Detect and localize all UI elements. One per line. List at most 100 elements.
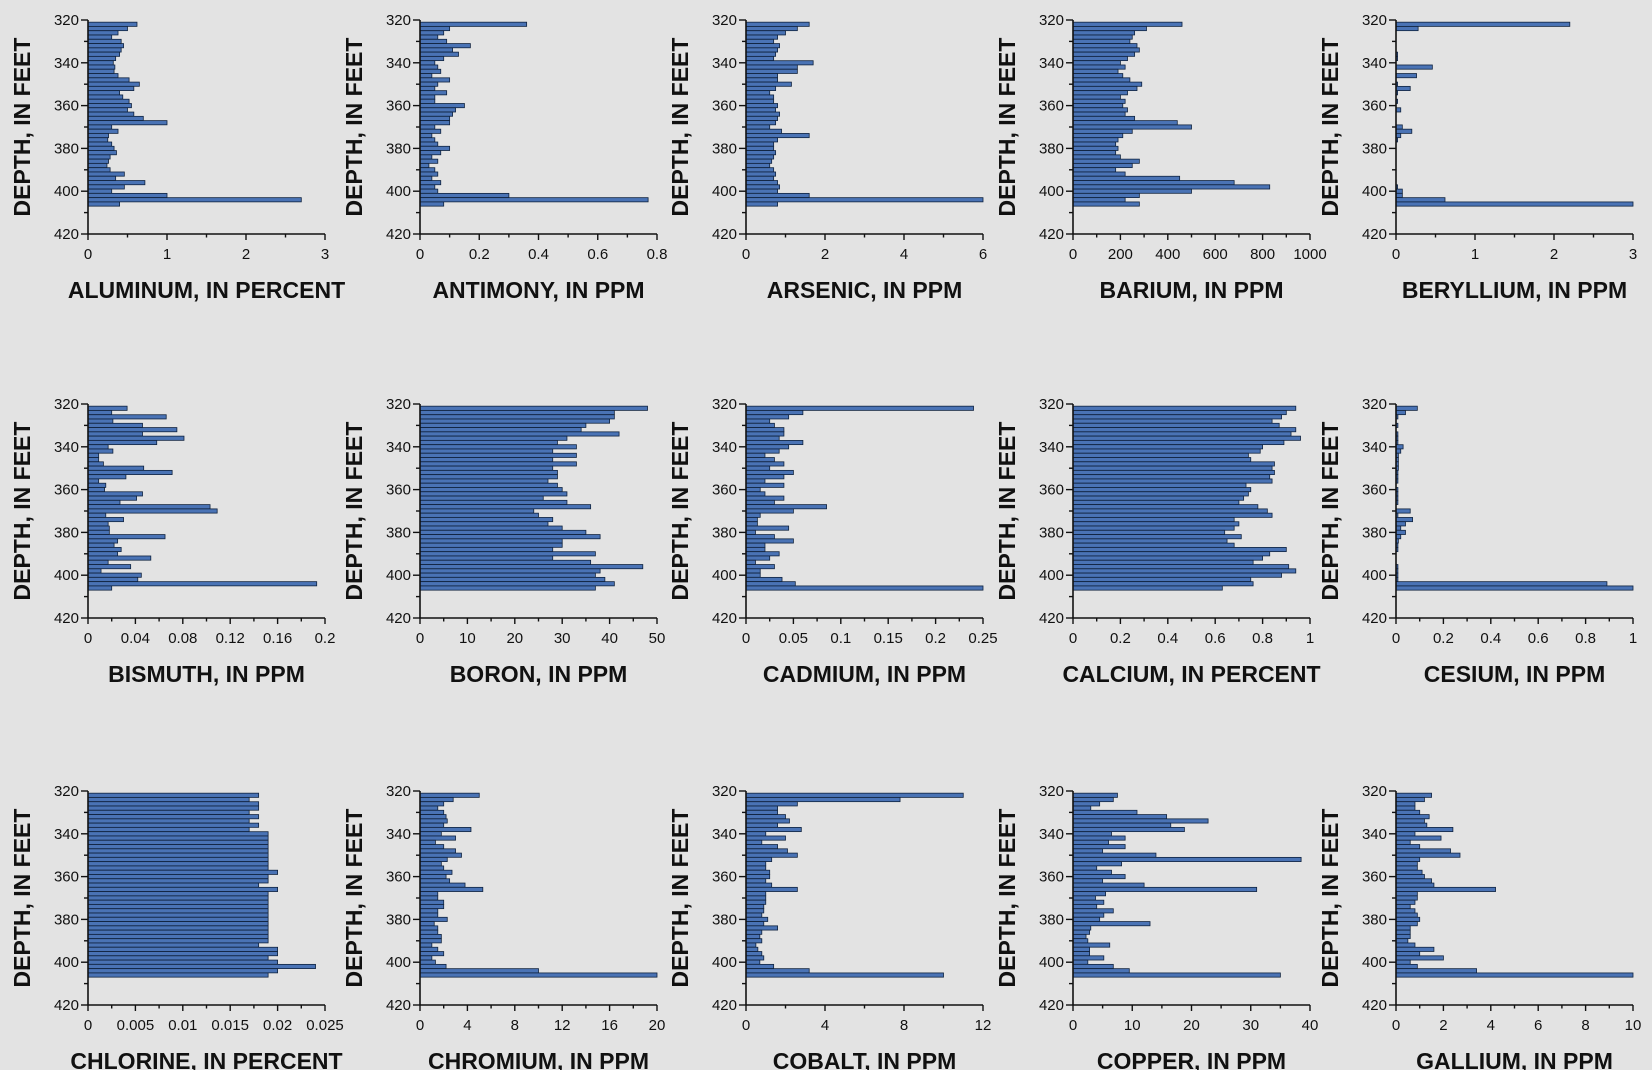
- bar: [1072, 968, 1130, 974]
- y-tick-label: 360: [386, 482, 411, 499]
- bar: [1072, 564, 1290, 570]
- y-axis-title: DEPTH, IN FEET: [9, 38, 35, 217]
- bar: [87, 809, 250, 815]
- x-tick-label: 200: [1108, 246, 1133, 263]
- bar: [87, 538, 119, 544]
- bar: [87, 581, 318, 587]
- bar: [87, 899, 269, 905]
- bar: [1395, 818, 1425, 824]
- bar: [419, 564, 644, 570]
- bar: [1395, 410, 1406, 416]
- bar: [745, 124, 771, 130]
- bar: [87, 534, 166, 540]
- bar: [87, 792, 260, 798]
- bar: [419, 201, 445, 207]
- bar: [745, 852, 798, 858]
- bar: [87, 547, 122, 553]
- x-tick-label: 0: [742, 1017, 750, 1034]
- bar: [1072, 525, 1235, 531]
- bar: [1072, 43, 1138, 49]
- bar: [419, 908, 439, 914]
- bar: [419, 508, 535, 514]
- bar: [745, 111, 780, 117]
- x-tick-label: 0: [742, 246, 750, 263]
- bar: [87, 422, 143, 428]
- bar: [745, 457, 775, 463]
- y-tick-label: 380: [386, 524, 411, 541]
- bar: [87, 525, 110, 531]
- bar: [419, 448, 554, 454]
- x-tick-label: 50: [649, 630, 666, 647]
- bar: [419, 197, 649, 203]
- bar: [1395, 938, 1409, 944]
- bar: [1395, 26, 1419, 32]
- bar: [87, 478, 100, 484]
- bar: [1395, 124, 1403, 130]
- bar: [1072, 115, 1136, 121]
- bar: [745, 431, 785, 437]
- x-tick-label: 6: [1534, 1017, 1542, 1034]
- bar: [745, 555, 771, 561]
- bar: [1395, 925, 1411, 931]
- bar: [87, 73, 119, 79]
- x-axis-title: ANTIMONY, IN PPM: [432, 277, 644, 303]
- bar: [745, 478, 766, 484]
- bar: [1072, 559, 1254, 565]
- bar: [87, 38, 122, 44]
- bar: [419, 38, 448, 44]
- y-tick-label: 420: [1039, 610, 1064, 627]
- bar: [1395, 942, 1416, 948]
- bar: [1072, 547, 1287, 553]
- bar: [87, 128, 119, 134]
- y-tick-label: 320: [386, 783, 411, 800]
- bar: [87, 521, 109, 527]
- bar: [1072, 916, 1101, 922]
- bar: [87, 431, 143, 437]
- y-tick-label: 360: [1362, 98, 1387, 115]
- x-tick-label: 1: [1306, 630, 1314, 647]
- bar: [419, 938, 442, 944]
- y-tick-label: 360: [1039, 482, 1064, 499]
- bar: [87, 435, 185, 441]
- bar: [87, 56, 117, 62]
- bar: [87, 517, 124, 523]
- bar: [419, 167, 436, 173]
- y-tick-label: 320: [1039, 396, 1064, 413]
- bar: [1072, 478, 1273, 484]
- bar: [1072, 822, 1172, 828]
- y-tick-label: 320: [1039, 783, 1064, 800]
- bar: [745, 68, 798, 74]
- y-tick-label: 420: [386, 610, 411, 627]
- bar: [1072, 555, 1264, 561]
- bar: [745, 405, 974, 411]
- y-tick-label: 420: [1362, 226, 1387, 243]
- bar: [419, 891, 439, 897]
- x-tick-label: 20: [649, 1017, 666, 1034]
- bar: [745, 942, 757, 948]
- x-tick-label: 20: [506, 630, 523, 647]
- bar: [1395, 916, 1421, 922]
- bar: [1072, 197, 1126, 203]
- bar: [1072, 972, 1281, 978]
- bar: [745, 801, 798, 807]
- bar: [745, 414, 790, 420]
- bar: [1072, 457, 1252, 463]
- bar: [419, 555, 554, 561]
- bar: [419, 482, 558, 488]
- bar: [1072, 856, 1302, 862]
- y-tick-label: 340: [712, 55, 737, 72]
- x-tick-label: 0.01: [168, 1017, 197, 1034]
- bar: [745, 47, 779, 53]
- bar: [419, 133, 433, 139]
- y-tick-label: 380: [386, 911, 411, 928]
- bar: [1072, 542, 1235, 548]
- bar: [87, 925, 269, 931]
- bar: [419, 856, 448, 862]
- bar: [1072, 465, 1273, 471]
- bar: [1395, 814, 1430, 820]
- bar: [1072, 959, 1089, 965]
- x-tick-label: 1: [163, 246, 171, 263]
- bar: [419, 934, 442, 940]
- bar: [745, 38, 775, 44]
